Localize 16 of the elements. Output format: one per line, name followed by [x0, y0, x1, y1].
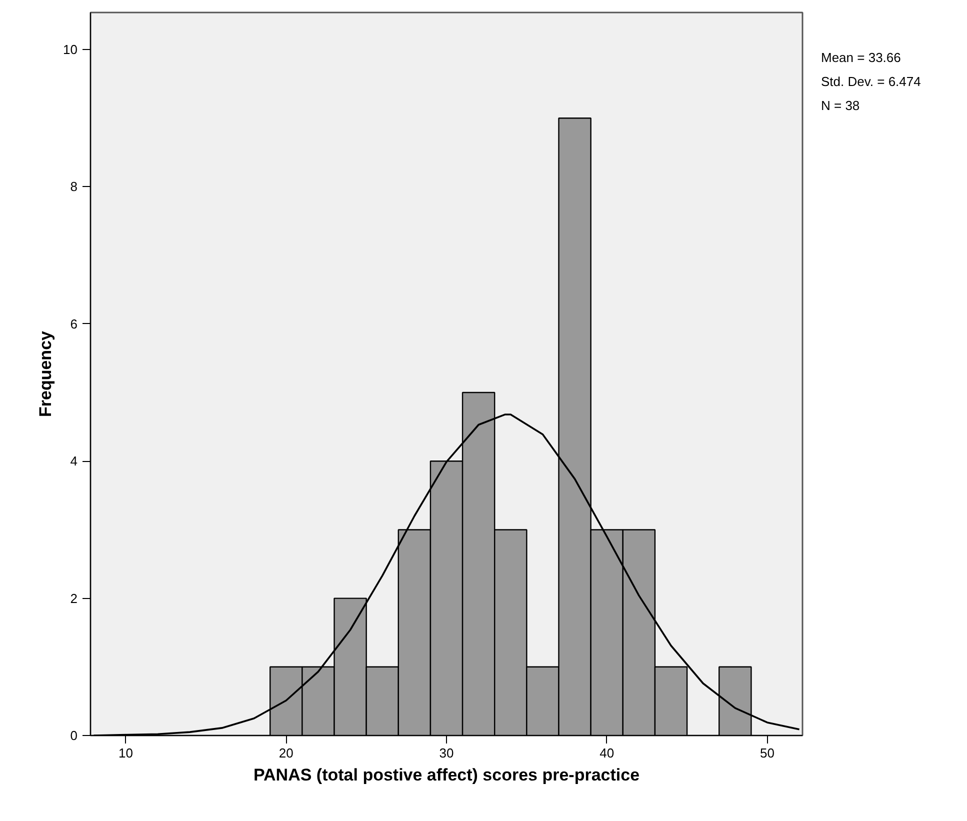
y-tick-label: 8: [70, 179, 78, 194]
text: Std. Dev. = 6.474: [821, 74, 921, 89]
x-axis-title: PANAS (total postive affect) scores pre-practice: [253, 766, 640, 784]
y-tick-label: 0: [70, 728, 78, 743]
x-tick-label: 20: [278, 746, 294, 760]
y-axis-title: Frequency: [36, 330, 56, 417]
y-tick-label: 10: [63, 42, 78, 58]
y-tick-label: 2: [70, 590, 78, 606]
x-tick-label: 40: [600, 746, 614, 760]
x-tick-label: 10: [118, 746, 134, 760]
text: N = 38: [821, 98, 860, 113]
text: Mean = 33.66: [821, 50, 901, 65]
x-tick-label: 50: [760, 746, 774, 760]
x-tick-label: 30: [439, 746, 454, 760]
y-tick-label: 6: [70, 316, 78, 332]
y-tick-label: 4: [70, 454, 78, 469]
